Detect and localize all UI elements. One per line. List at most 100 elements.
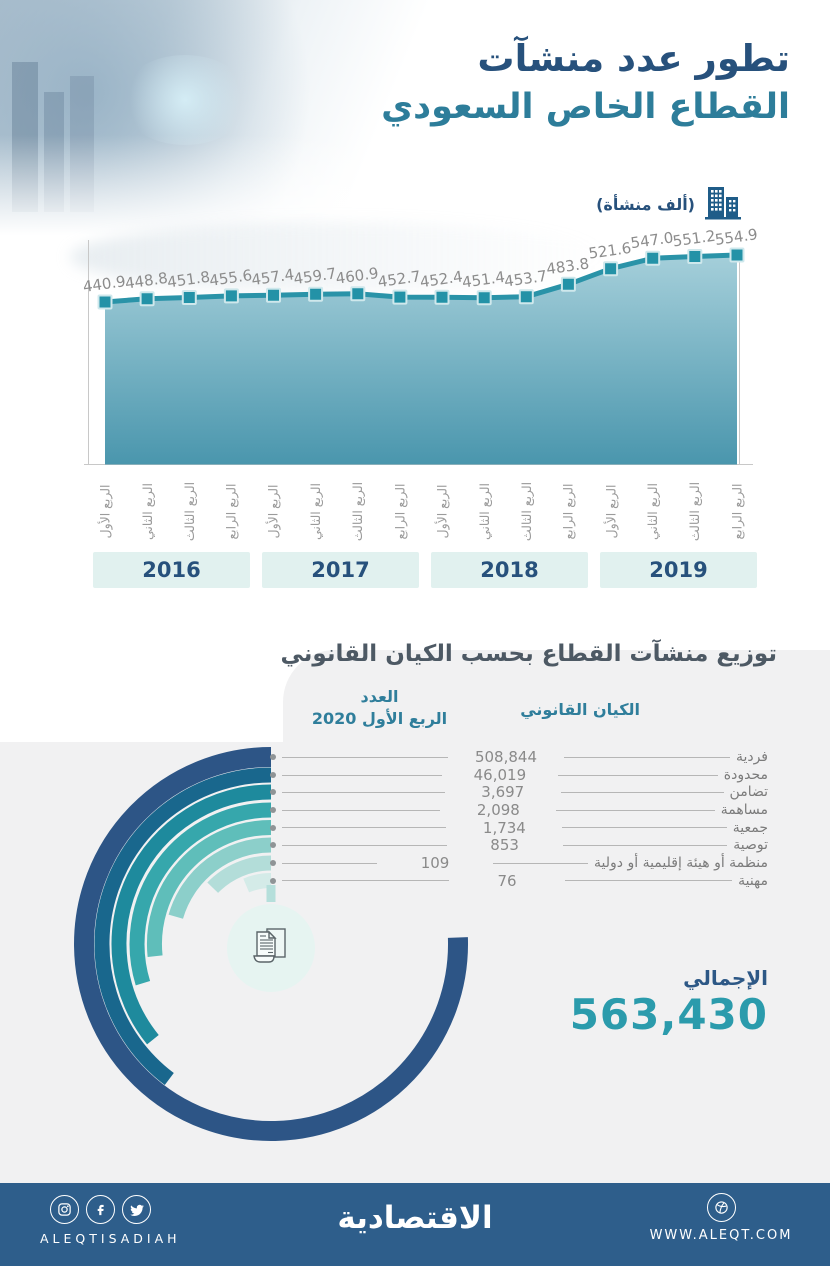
value-label: 547.0: [629, 228, 674, 252]
total-block: الإجمالي 563,430: [570, 966, 768, 1039]
value-label: 453.7: [503, 267, 548, 291]
data-point-marker: [729, 247, 745, 263]
year-band: 2016: [93, 552, 250, 588]
dribbble-icon[interactable]: [706, 1193, 736, 1222]
leader-line: [562, 844, 728, 846]
leader-line: [282, 827, 447, 828]
area-fill: [105, 255, 737, 465]
leader-line: [282, 791, 445, 793]
value-label: 455.6: [208, 266, 253, 290]
value-label: 448.8: [124, 269, 169, 293]
leader-line: [563, 756, 730, 758]
legal-row: 76 مهنية: [270, 871, 769, 890]
data-point-marker: [266, 287, 281, 303]
quarter-label: الربع الرابع: [695, 468, 779, 554]
count-header-line1: العدد: [360, 687, 399, 706]
callout-dot: [270, 842, 276, 848]
legal-row: 109 منظمة أو هيئة إقليمية أو دولية: [270, 854, 768, 872]
data-point-marker: [434, 289, 450, 305]
entity-count: 3,697: [481, 783, 525, 801]
value-label: 460.9: [335, 264, 380, 288]
data-point-marker: [603, 261, 619, 277]
leader-line: [493, 862, 589, 864]
count-column-header: العدد الربع الأول 2020: [307, 686, 452, 729]
page-title-line2: القطاع الخاص السعودي: [381, 86, 790, 127]
website-url[interactable]: WWW.ALEQT.COM: [649, 1228, 793, 1243]
footer: ALEQTISADIAH الاقتصادية WWW.ALEQT.COM: [0, 1183, 830, 1266]
legal-section-title: توزيع منشآت القطاع بحسب الكيان القانوني: [280, 641, 777, 667]
total-value: 563,430: [569, 990, 768, 1039]
entity-count: 1,734: [482, 818, 526, 837]
entity-count: 2,098: [476, 801, 520, 819]
unit-label: (ألف منشأة): [596, 194, 695, 214]
newspaper-logo: الاقتصادية: [337, 1200, 493, 1236]
data-point-marker: [181, 290, 197, 305]
data-point-marker: [476, 290, 492, 306]
leader-line: [282, 774, 442, 776]
facebook-icon[interactable]: [85, 1195, 115, 1224]
trend-area-chart: 440.9448.8451.8455.6457.4459.7460.9452.7…: [82, 225, 759, 465]
entity-label: مهنية: [738, 872, 769, 889]
documents-icon: [253, 928, 286, 963]
legal-card-bg: [283, 650, 830, 743]
value-label: 521.6: [587, 239, 632, 263]
twitter-icon[interactable]: [121, 1195, 151, 1224]
callout-dot: [270, 772, 276, 778]
entity-count: 109: [420, 854, 450, 872]
leader-line: [565, 880, 733, 881]
entity-label: جمعية: [732, 819, 769, 836]
year-band: 2019: [600, 552, 757, 588]
page-title: تطور عدد منشآت القطاع الخاص السعودي: [381, 34, 790, 131]
callout-dot: [270, 807, 276, 813]
photo-fade: [0, 0, 440, 245]
data-point-marker: [97, 294, 113, 310]
leader-line: [282, 844, 447, 846]
data-point-marker: [223, 288, 239, 304]
legal-row: 3,697 تضامن: [270, 783, 768, 801]
social-links: ALEQTISADIAH: [40, 1195, 181, 1246]
value-label: 554.9: [714, 225, 759, 249]
radial-ring-8: [243, 872, 272, 893]
entity-label: توصية: [733, 837, 768, 853]
leader-line: [562, 827, 727, 828]
entity-count: 853: [490, 836, 519, 854]
value-label: 483.8: [545, 254, 590, 278]
entity-count: 508,844: [474, 748, 537, 766]
callout-dot: [270, 877, 276, 884]
total-label: الإجمالي: [683, 966, 768, 990]
value-label: 440.9: [82, 272, 127, 296]
entity-label: محدودة: [723, 767, 768, 783]
page-title-line1: تطور عدد منشآت: [477, 37, 790, 80]
data-point-marker: [560, 276, 576, 292]
value-label: 459.7: [292, 264, 337, 288]
leader-line: [282, 756, 448, 758]
value-label: 551.2: [672, 227, 717, 251]
year-band: 2017: [262, 552, 419, 588]
leader-line: [556, 809, 715, 811]
social-handle: ALEQTISADIAH: [40, 1231, 181, 1246]
data-point-marker: [139, 291, 155, 307]
instagram-icon[interactable]: [49, 1195, 79, 1224]
legal-row: 2,098 مساهمة: [270, 801, 768, 819]
data-point-marker: [518, 289, 534, 305]
radial-ring-6: [168, 837, 272, 919]
trend-line: [104, 252, 738, 305]
city-watermark: [70, 222, 610, 292]
value-label: 452.4: [419, 267, 464, 291]
radial-ring-7: [207, 855, 272, 894]
entity-label: تضامن: [729, 784, 768, 800]
leader-line: [282, 880, 450, 881]
entity-count: 46,019: [473, 766, 527, 784]
buildings-icon: [702, 181, 744, 227]
legal-row: 508,844 فردية: [270, 748, 768, 766]
year-band: 2018: [431, 552, 588, 588]
data-point-marker: [308, 286, 324, 302]
radial-ring-2: [94, 767, 272, 1085]
entity-count: 76: [497, 871, 517, 890]
legal-row: 853 توصية: [270, 836, 768, 854]
leader-line: [282, 862, 378, 864]
entity-label: فردية: [735, 749, 768, 765]
legal-row: 46,019 محدودة: [270, 766, 768, 784]
website-block: WWW.ALEQT.COM: [636, 1193, 806, 1243]
